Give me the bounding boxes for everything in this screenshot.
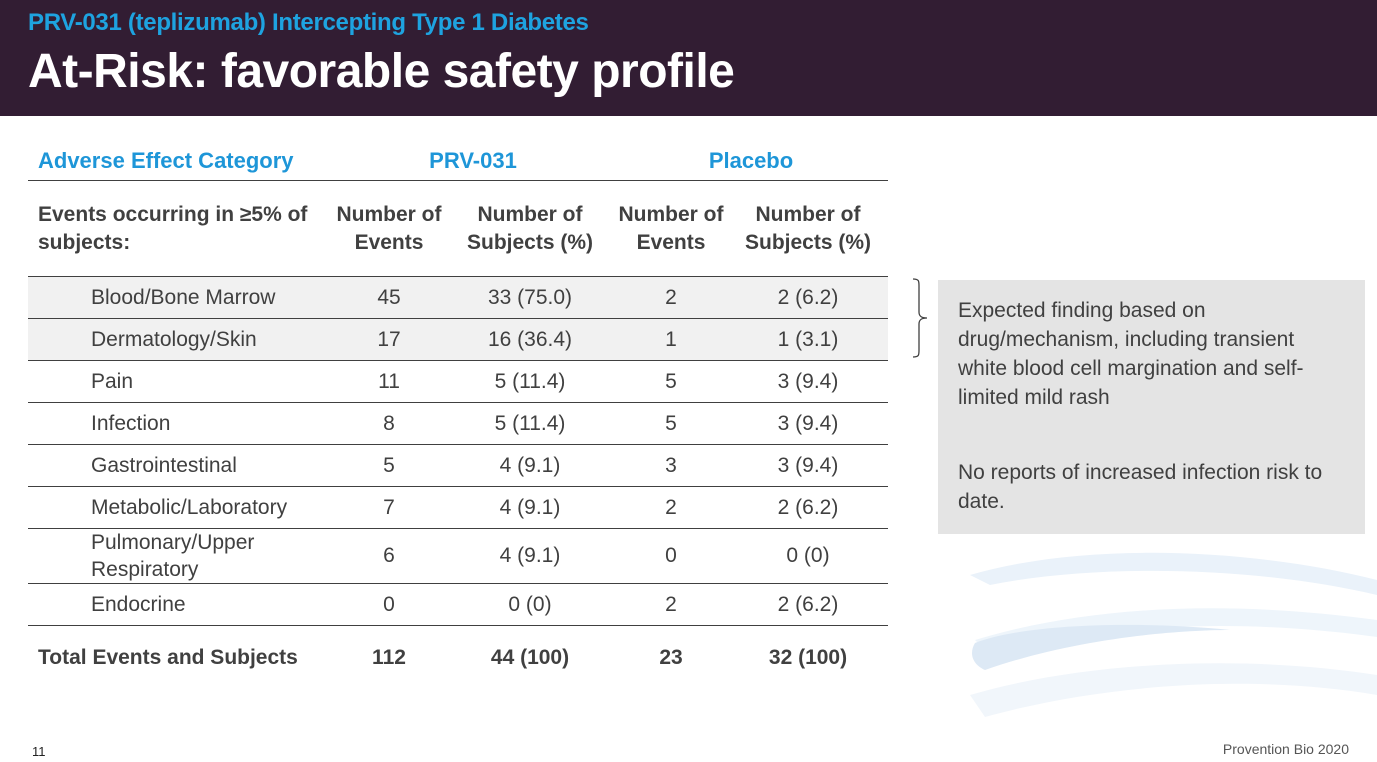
row-category: Pulmonary/Upper Respiratory xyxy=(28,528,332,584)
category-header: Adverse Effect Category xyxy=(28,142,332,181)
drug-events-cell: 7 xyxy=(332,486,446,529)
total-label: Total Events and Subjects xyxy=(38,645,298,669)
placebo-subjects-cell: 3 (9.4) xyxy=(728,402,888,445)
drug-events-cell: 11 xyxy=(332,360,446,403)
row-category: Metabolic/Laboratory xyxy=(28,486,332,529)
drug-subjects-cell: 0 (0) xyxy=(446,583,614,626)
footer-company: Provention Bio 2020 xyxy=(1222,741,1349,757)
table-total-row: Total Events and Subjects 112 44 (100) 2… xyxy=(28,626,888,689)
table-row: Pain 11 5 (11.4) 5 3 (9.4) xyxy=(28,360,888,403)
table-row: Blood/Bone Marrow 45 33 (75.0) 2 2 (6.2) xyxy=(28,276,888,319)
placebo-group-header: Placebo xyxy=(614,142,888,181)
placebo-subjects-cell: 2 (6.2) xyxy=(728,276,888,319)
slide-header: PRV-031 (teplizumab) Intercepting Type 1… xyxy=(0,0,1377,116)
table-row: Endocrine 0 0 (0) 2 2 (6.2) xyxy=(28,583,888,626)
placebo-subjects-cell: 2 (6.2) xyxy=(728,583,888,626)
bracket-icon xyxy=(912,278,928,358)
placebo-events-cell: 5 xyxy=(614,402,728,445)
row-category: Gastrointestinal xyxy=(28,444,332,487)
drug-subjects-cell: 4 (9.1) xyxy=(446,528,614,584)
placebo-subjects-cell: 0 (0) xyxy=(728,528,888,584)
drug-num-subjects-header: Number of Subjects (%) xyxy=(446,180,614,277)
placebo-events-cell: 2 xyxy=(614,583,728,626)
slide-title: At-Risk: favorable safety profile xyxy=(28,45,735,98)
placebo-events-cell: 2 xyxy=(614,276,728,319)
drug-events-cell: 5 xyxy=(332,444,446,487)
placebo-events-cell: 3 xyxy=(614,444,728,487)
drug-num-events-header: Number of Events xyxy=(332,180,446,277)
drug-events-cell: 17 xyxy=(332,318,446,361)
row-category: Pain xyxy=(28,360,332,403)
table-row: Infection 8 5 (11.4) 5 3 (9.4) xyxy=(28,402,888,445)
placebo-subjects-cell: 3 (9.4) xyxy=(728,444,888,487)
placebo-events-cell: 0 xyxy=(614,528,728,584)
placebo-events-cell: 1 xyxy=(614,318,728,361)
table-group-header: Adverse Effect Category PRV-031 Placebo xyxy=(28,142,888,181)
notes-callout: Expected finding based on drug/mechanism… xyxy=(938,280,1365,534)
placebo-num-events-header: Number of Events xyxy=(614,180,728,277)
drug-subjects-cell: 5 (11.4) xyxy=(446,360,614,403)
drug-subjects-cell: 4 (9.1) xyxy=(446,444,614,487)
total-drug-subjects: 44 (100) xyxy=(490,645,570,669)
placebo-subjects-cell: 1 (3.1) xyxy=(728,318,888,361)
drug-events-cell: 8 xyxy=(332,402,446,445)
table-row: Dermatology/Skin 17 16 (36.4) 1 1 (3.1) xyxy=(28,318,888,361)
placebo-events-cell: 5 xyxy=(614,360,728,403)
drug-events-cell: 45 xyxy=(332,276,446,319)
table-row: Metabolic/Laboratory 7 4 (9.1) 2 2 (6.2) xyxy=(28,486,888,529)
total-drug-events: 112 xyxy=(372,645,406,669)
decorative-swoosh xyxy=(970,552,1377,717)
page-number: 11 xyxy=(32,744,46,759)
note-expected-finding: Expected finding based on drug/mechanism… xyxy=(958,299,1304,409)
placebo-subjects-cell: 3 (9.4) xyxy=(728,360,888,403)
drug-subjects-cell: 33 (75.0) xyxy=(446,276,614,319)
note-infection-risk: No reports of increased infection risk t… xyxy=(958,461,1323,513)
table-row: Gastrointestinal 5 4 (9.1) 3 3 (9.4) xyxy=(28,444,888,487)
total-placebo-events: 23 xyxy=(659,645,683,669)
table-row: Pulmonary/Upper Respiratory 6 4 (9.1) 0 … xyxy=(28,528,888,584)
drug-events-cell: 0 xyxy=(332,583,446,626)
slide-subtitle: PRV-031 (teplizumab) Intercepting Type 1… xyxy=(28,9,589,36)
row-category: Dermatology/Skin xyxy=(28,318,332,361)
row-category: Infection xyxy=(28,402,332,445)
drug-subjects-cell: 4 (9.1) xyxy=(446,486,614,529)
drug-group-header: PRV-031 xyxy=(332,142,614,181)
row-category: Blood/Bone Marrow xyxy=(28,276,332,319)
drug-events-cell: 6 xyxy=(332,528,446,584)
drug-subjects-cell: 5 (11.4) xyxy=(446,402,614,445)
row-category: Endocrine xyxy=(28,583,332,626)
total-placebo-subjects: 32 (100) xyxy=(768,645,848,669)
placebo-events-cell: 2 xyxy=(614,486,728,529)
placebo-subjects-cell: 2 (6.2) xyxy=(728,486,888,529)
table-column-header: Events occurring in ≥5% of subjects: Num… xyxy=(28,180,888,277)
adverse-events-table: Adverse Effect Category PRV-031 Placebo … xyxy=(28,142,888,688)
placebo-num-subjects-header: Number of Subjects (%) xyxy=(728,180,888,277)
events-label-header: Events occurring in ≥5% of subjects: xyxy=(28,180,332,277)
drug-subjects-cell: 16 (36.4) xyxy=(446,318,614,361)
